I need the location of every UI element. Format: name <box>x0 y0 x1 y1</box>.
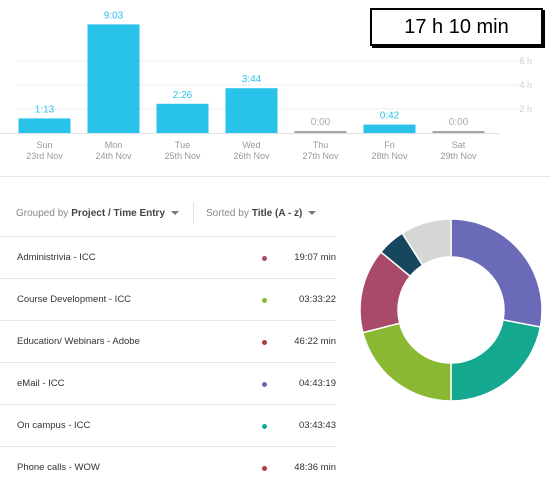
chevron-down-icon <box>171 211 180 215</box>
sort-by-prefix: Sorted by <box>206 207 249 219</box>
donut-slice[interactable] <box>450 319 542 402</box>
day-label-sun: Sun 23rd Nov <box>10 140 80 162</box>
donut-slice[interactable] <box>450 218 543 328</box>
group-by-value: Project / Time Entry <box>71 207 166 219</box>
day-date: 25th Nov <box>164 151 201 161</box>
donut-slice[interactable] <box>401 218 452 267</box>
bar-fri[interactable] <box>363 124 416 133</box>
bar-wed[interactable] <box>225 88 278 133</box>
day-date: 23rd Nov <box>26 151 63 161</box>
bar-sat[interactable] <box>432 131 485 133</box>
toolbar-divider <box>193 202 195 224</box>
project-donut-chart <box>359 218 543 402</box>
day-name: Thu <box>312 140 329 150</box>
bar-value-label: 1:13 <box>35 104 55 115</box>
entry-duration: 04:43:19 <box>299 378 336 389</box>
day-name: Sat <box>451 140 466 150</box>
bar-value-label: 0:00 <box>311 117 331 128</box>
day-name: Sun <box>36 140 53 150</box>
entry-color-dot <box>262 466 267 471</box>
entry-name: Course Development - ICC <box>17 294 132 305</box>
bar-mon[interactable] <box>87 24 140 133</box>
weekly-bar-chart: 2 h 4 h 6 h 1:13 9:03 2:26 3:44 0:00 0:42 0:00 Su… <box>0 0 550 170</box>
sort-by-value: Title (A - z) <box>251 207 303 219</box>
day-label-tue: Tue 25th Nov <box>148 140 218 162</box>
bar-thu[interactable] <box>294 131 347 133</box>
bar-value-label: 9:03 <box>104 10 124 21</box>
entry-color-dot <box>262 256 267 261</box>
chart-divider <box>0 176 550 177</box>
day-name: Mon <box>104 140 123 150</box>
entry-name: Education/ Webinars - Adobe <box>17 336 140 347</box>
time-entry-list: Administrivia - ICC 19:07 min Course Dev… <box>0 236 336 487</box>
day-date: 29th Nov <box>440 151 477 161</box>
list-item[interactable]: Phone calls - WOW 48:36 min <box>0 446 336 487</box>
entry-duration: 03:43:43 <box>299 420 336 431</box>
entry-name: On campus - ICC <box>17 420 91 431</box>
day-label-mon: Mon 24th Nov <box>79 140 149 162</box>
day-label-thu: Thu 27th Nov <box>286 140 356 162</box>
list-item[interactable]: Administrivia - ICC 19:07 min <box>0 236 336 278</box>
y-tick-label: 4 h <box>519 80 532 90</box>
entry-color-dot <box>262 424 267 429</box>
day-label-wed: Wed 26th Nov <box>217 140 287 162</box>
entry-color-dot <box>262 382 267 387</box>
y-tick-label: 6 h <box>519 56 532 66</box>
bar-value-label: 0:00 <box>449 117 469 128</box>
group-by-prefix: Grouped by <box>16 207 69 219</box>
entry-color-dot <box>262 298 267 303</box>
bar-chart-svg: 2 h 4 h 6 h 1:13 9:03 2:26 3:44 0:00 0:42 0:00 <box>0 10 532 134</box>
list-item[interactable]: Course Development - ICC 03:33:22 <box>0 278 336 320</box>
entry-duration: 19:07 min <box>294 252 336 263</box>
entry-color-dot <box>262 340 267 345</box>
list-item[interactable]: Education/ Webinars - Adobe 46:22 min <box>0 320 336 362</box>
day-date: 26th Nov <box>233 151 270 161</box>
day-label-sat: Sat 29th Nov <box>424 140 494 162</box>
bar-value-label: 3:44 <box>242 74 262 85</box>
entry-duration: 03:33:22 <box>299 294 336 305</box>
list-item[interactable]: On campus - ICC 03:43:43 <box>0 404 336 446</box>
day-date: 28th Nov <box>371 151 408 161</box>
donut-slice[interactable] <box>361 322 452 402</box>
entry-name: Phone calls - WOW <box>17 462 100 473</box>
day-name: Tue <box>174 140 191 150</box>
bar-value-label: 0:42 <box>380 111 400 122</box>
y-tick-label: 2 h <box>519 104 532 114</box>
day-label-fri: Fri 28th Nov <box>355 140 425 162</box>
day-name: Fri <box>384 140 395 150</box>
chevron-down-icon <box>308 211 317 215</box>
entry-name: eMail - ICC <box>17 378 65 389</box>
day-date: 24th Nov <box>95 151 132 161</box>
entry-name: Administrivia - ICC <box>17 252 96 263</box>
bar-tue[interactable] <box>156 103 209 133</box>
group-by-dropdown[interactable]: Grouped by Project / Time Entry <box>16 207 180 219</box>
list-item[interactable]: eMail - ICC 04:43:19 <box>0 362 336 404</box>
total-time-label: 17 h 10 min <box>370 8 543 46</box>
bar-sun[interactable] <box>18 118 71 133</box>
entry-duration: 48:36 min <box>294 462 336 473</box>
day-date: 27th Nov <box>302 151 339 161</box>
list-toolbar: Grouped by Project / Time Entry Sorted b… <box>16 202 317 224</box>
entry-duration: 46:22 min <box>294 336 336 347</box>
day-name: Wed <box>242 140 261 150</box>
bar-value-label: 2:26 <box>173 90 193 101</box>
sort-by-dropdown[interactable]: Sorted by Title (A - z) <box>206 207 317 219</box>
